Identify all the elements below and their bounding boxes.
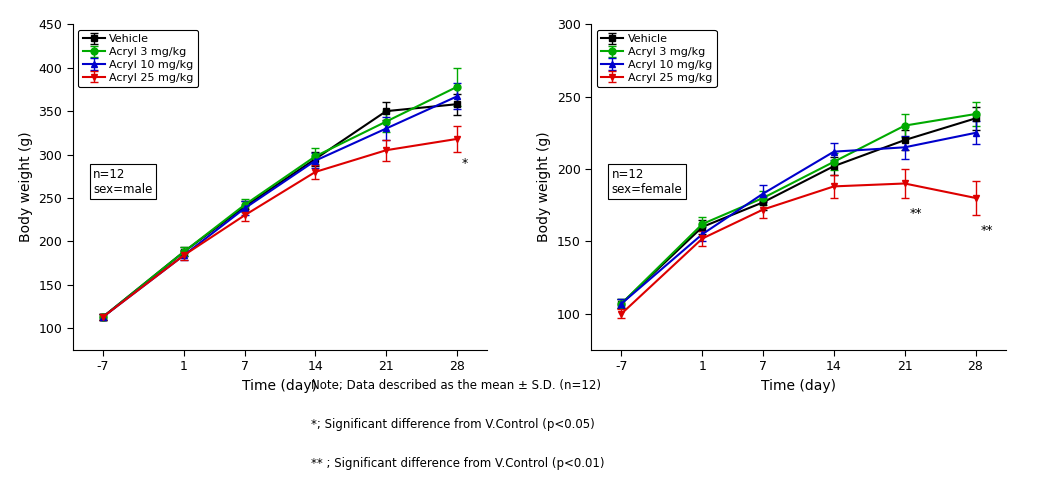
Text: **: ** [981,224,993,237]
Legend: Vehicle, Acryl 3 mg/kg, Acryl 10 mg/kg, Acryl 25 mg/kg: Vehicle, Acryl 3 mg/kg, Acryl 10 mg/kg, … [78,30,198,87]
Text: **: ** [909,207,922,220]
X-axis label: Time (day): Time (day) [761,379,836,393]
Text: *; Significant difference from V.Control (p<0.05): *; Significant difference from V.Control… [311,418,595,431]
Y-axis label: Body weight (g): Body weight (g) [537,132,552,243]
Text: *: * [463,157,469,170]
Text: n=12
sex=female: n=12 sex=female [612,168,682,195]
Text: ** ; Significant difference from V.Control (p<0.01): ** ; Significant difference from V.Contr… [311,457,605,470]
Text: n=12
sex=male: n=12 sex=male [93,168,152,195]
Legend: Vehicle, Acryl 3 mg/kg, Acryl 10 mg/kg, Acryl 25 mg/kg: Vehicle, Acryl 3 mg/kg, Acryl 10 mg/kg, … [596,30,717,87]
Text: Note; Data described as the mean ± S.D. (n=12): Note; Data described as the mean ± S.D. … [311,379,601,392]
X-axis label: Time (day): Time (day) [243,379,317,393]
Y-axis label: Body weight (g): Body weight (g) [19,132,33,243]
